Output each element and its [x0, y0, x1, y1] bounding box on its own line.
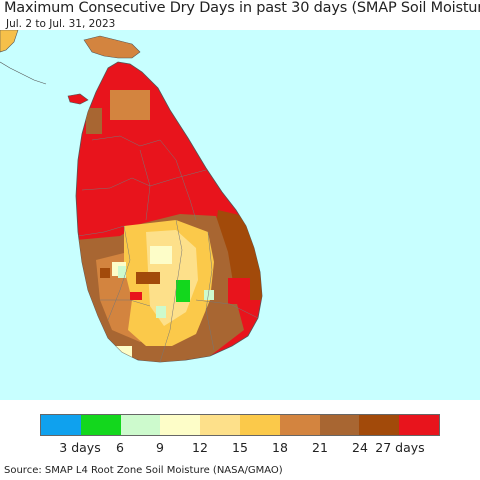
legend-swatch [279, 415, 320, 435]
legend-label: 18 [272, 440, 288, 455]
district-boundaries [77, 135, 259, 363]
india-landmass [0, 30, 19, 53]
dark-brown-patch [100, 268, 110, 278]
northwest-patch [110, 90, 150, 120]
lightgreen-patch [156, 306, 166, 318]
legend-labels: 3 days 6 9 12 15 18 21 24 27 days [0, 440, 480, 456]
northwest-patch [86, 108, 102, 134]
legend-swatch [80, 415, 121, 435]
legend-swatch [41, 415, 81, 435]
sri-lanka-map [0, 30, 480, 400]
jaffna-peninsula [83, 35, 141, 59]
map-title: Maximum Consecutive Dry Days in past 30 … [4, 0, 480, 16]
lightgreen-patch [118, 266, 126, 278]
legend-label: 12 [192, 440, 208, 455]
legend-label: 15 [232, 440, 248, 455]
legend-swatch [200, 415, 240, 435]
color-scale-legend [40, 414, 440, 436]
india-coast-line [0, 61, 47, 85]
legend-swatch [359, 415, 400, 435]
lightgreen-patch [204, 290, 214, 300]
ocean [0, 30, 480, 400]
legend-label: 9 [156, 440, 164, 455]
legend-label: 21 [312, 440, 328, 455]
legend-swatch [319, 415, 360, 435]
legend-label: 3 days [59, 440, 101, 455]
red-patch [130, 292, 142, 300]
red-patch [228, 278, 250, 304]
legend-label: 6 [116, 440, 124, 455]
data-source: Source: SMAP L4 Root Zone Soil Moisture … [4, 465, 283, 476]
legend-swatch [399, 415, 439, 435]
legend-label: 27 days [375, 440, 425, 455]
dark-brown-patch [136, 272, 160, 284]
mannar-island [67, 93, 89, 105]
legend-swatch [239, 415, 280, 435]
green-patch [176, 280, 190, 302]
legend-swatch [120, 415, 161, 435]
date-range: Jul. 2 to Jul. 31, 2023 [6, 18, 116, 30]
legend-swatch [160, 415, 201, 435]
legend-label: 24 [352, 440, 368, 455]
cream-patch [150, 246, 172, 264]
